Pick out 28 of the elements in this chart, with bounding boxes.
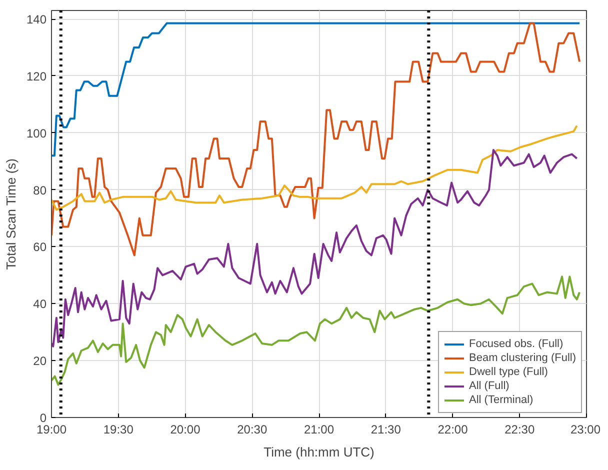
legend-label: Dwell type (Full) bbox=[469, 365, 548, 379]
x-tick-label: 22:00 bbox=[438, 422, 468, 436]
x-tick-label: 19:30 bbox=[103, 422, 134, 436]
y-tick-label: 60 bbox=[33, 240, 47, 254]
y-tick-label: 100 bbox=[26, 126, 47, 140]
x-tick-label: 21:30 bbox=[370, 422, 402, 436]
x-axis-title: Time (hh:mm UTC) bbox=[264, 444, 374, 460]
legend-label: All (Full) bbox=[469, 379, 510, 393]
line-series bbox=[52, 22, 581, 256]
legend-label: Beam clustering (Full) bbox=[469, 351, 576, 365]
line-series bbox=[52, 124, 578, 211]
y-tick-label: 120 bbox=[26, 69, 47, 84]
line-series bbox=[52, 148, 578, 348]
y-tick-label: 20 bbox=[33, 354, 47, 368]
x-tick-label: 21:00 bbox=[304, 422, 334, 436]
x-tick-label: 20:30 bbox=[237, 422, 268, 436]
legend-label: Focused obs. (Full) bbox=[469, 337, 564, 351]
y-tick-label: 140 bbox=[26, 12, 47, 27]
legend-label: All (Terminal) bbox=[469, 393, 534, 407]
y-axis-title: Total Scan Time (s) bbox=[3, 158, 18, 270]
y-tick-label: 40 bbox=[33, 297, 47, 312]
y-tick-label: 0 bbox=[40, 411, 47, 425]
y-tick-label: 80 bbox=[33, 183, 47, 198]
line-series bbox=[52, 22, 581, 157]
x-tick-label: 22:30 bbox=[504, 422, 535, 436]
x-tick-label: 20:00 bbox=[170, 422, 201, 436]
x-tick-label: 23:00 bbox=[570, 422, 601, 436]
x-tick-label: 19:00 bbox=[36, 422, 67, 436]
